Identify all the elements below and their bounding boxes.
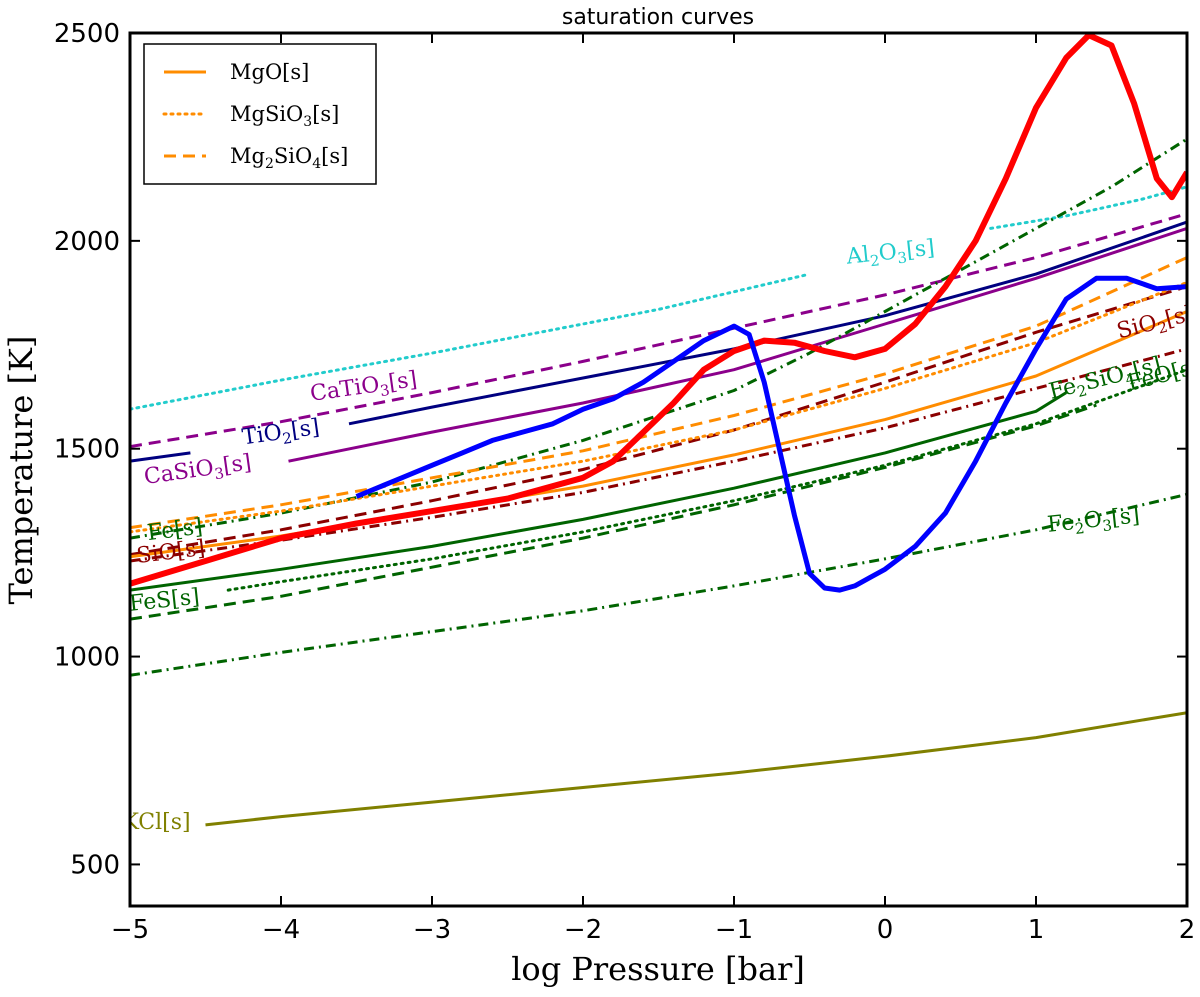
x-tick-label: −2 xyxy=(564,915,602,945)
legend-label-part: MgSiO xyxy=(230,102,303,126)
curve-label-part: O xyxy=(1083,507,1104,534)
series-line-fe2sio4-like xyxy=(130,137,1187,540)
series-line-sio2-s xyxy=(130,285,1187,557)
y-tick-label: 2500 xyxy=(54,19,120,49)
legend-label: MgO[s] xyxy=(230,60,309,84)
series-line-tio2-s-lower xyxy=(130,451,191,463)
series-line-casio3-s xyxy=(288,226,1187,463)
curve-label-catio3: CaTiO3[s] xyxy=(309,367,420,410)
y-tick-label: 500 xyxy=(70,850,120,880)
curve-label-part: 3 xyxy=(213,464,225,483)
series-line-t-p-profile-blue xyxy=(355,275,1187,593)
legend-label-part: 3 xyxy=(303,114,312,130)
curve-label-tio2: TiO2[s] xyxy=(241,415,322,454)
curve-label-kcl: KCl[s] xyxy=(122,810,190,835)
curve-label-part: 4 xyxy=(1123,369,1137,389)
chart-title: saturation curves xyxy=(562,5,754,30)
curve-label-part: 2 xyxy=(869,251,880,270)
series-line-al2o3-s xyxy=(130,272,811,411)
legend-label: MgSiO3[s] xyxy=(230,102,339,130)
x-tick-label: −1 xyxy=(715,915,753,945)
legend-label-part: SiO xyxy=(274,144,312,168)
series-line-fe-s xyxy=(130,391,1067,592)
series-line-sio-s xyxy=(130,347,1187,563)
curve-label-part: 3 xyxy=(897,248,908,267)
curve-label-part: SiO xyxy=(1082,362,1127,396)
legend: MgO[s]MgSiO3[s]Mg2SiO4[s] xyxy=(143,43,377,185)
curve-label-part: [s] xyxy=(905,236,936,264)
y-tick-label: 2000 xyxy=(54,227,120,257)
legend-label-part: [s] xyxy=(312,102,339,126)
curve-label-part: Fe xyxy=(1046,510,1076,538)
y-tick-label: 1000 xyxy=(54,643,120,673)
curve-label-part: O xyxy=(878,240,899,267)
curve-label-part: [s] xyxy=(1110,503,1141,531)
curve-label-part: 2 xyxy=(1075,381,1089,401)
legend-label-part: 2 xyxy=(265,156,274,172)
curve-label-part: [s] xyxy=(387,367,419,396)
legend-label-part: [s] xyxy=(321,144,348,168)
series-line-feo-s xyxy=(226,368,1187,592)
series-line-fe2o3-s xyxy=(130,492,1187,677)
series-layer xyxy=(130,33,1187,827)
curve-label-part: KCl[s] xyxy=(122,810,190,835)
curve-label-part: 3 xyxy=(1102,516,1113,535)
series-line-mg2sio4-s xyxy=(130,256,1187,530)
curve-label-part: 3 xyxy=(379,381,391,400)
curve-label-part: 2 xyxy=(281,429,293,448)
x-tick-label: −4 xyxy=(262,915,300,945)
series-line-catio3-s xyxy=(130,212,1187,449)
curve-label-part: [s] xyxy=(1163,301,1197,332)
y-axis-label: Temperature [K] xyxy=(2,336,40,605)
x-tick-label: −3 xyxy=(413,915,451,945)
series-line-mgsio3-s xyxy=(130,280,1187,534)
x-tick-label: 0 xyxy=(877,915,894,945)
x-axis-label: log Pressure [bar] xyxy=(511,950,805,988)
x-tick-label: 2 xyxy=(1179,915,1196,945)
legend-label-part: MgO xyxy=(230,60,282,84)
x-tick-label: 1 xyxy=(1028,915,1045,945)
legend-box xyxy=(143,43,377,185)
series-line-fes-s xyxy=(130,403,1097,621)
legend-label-part: Mg xyxy=(230,144,265,168)
curve-label-part: SiO xyxy=(1114,310,1159,344)
legend-label-part: [s] xyxy=(282,60,309,84)
series-line-t-p-profile-red xyxy=(130,33,1187,587)
legend-label-part: 4 xyxy=(312,156,321,172)
curve-label-part: CaTiO xyxy=(309,372,382,406)
curve-label-part: TiO xyxy=(241,420,284,450)
curve-label-part: CaSiO xyxy=(142,455,215,490)
plot-frame xyxy=(128,31,1189,908)
series-line-al2o3-s-upper xyxy=(989,185,1187,230)
curve-label-part: [s] xyxy=(221,450,253,479)
curve-label-fe2o3: Fe2O3[s] xyxy=(1046,503,1141,541)
legend-label: Mg2SiO4[s] xyxy=(230,144,348,172)
curve-label-part: [s] xyxy=(289,415,321,444)
series-line-kcl-s xyxy=(205,711,1187,827)
curve-label-part: Al xyxy=(844,242,870,269)
curve-label-part: 2 xyxy=(1074,519,1085,538)
curve-label-part: 2 xyxy=(1156,318,1170,338)
x-tick-label: −5 xyxy=(111,915,149,945)
curve-label-al2o3: Al2O3[s] xyxy=(844,236,936,273)
curve-label-sio2: SiO2[s] xyxy=(1114,301,1197,347)
y-tick-label: 1500 xyxy=(54,435,120,465)
